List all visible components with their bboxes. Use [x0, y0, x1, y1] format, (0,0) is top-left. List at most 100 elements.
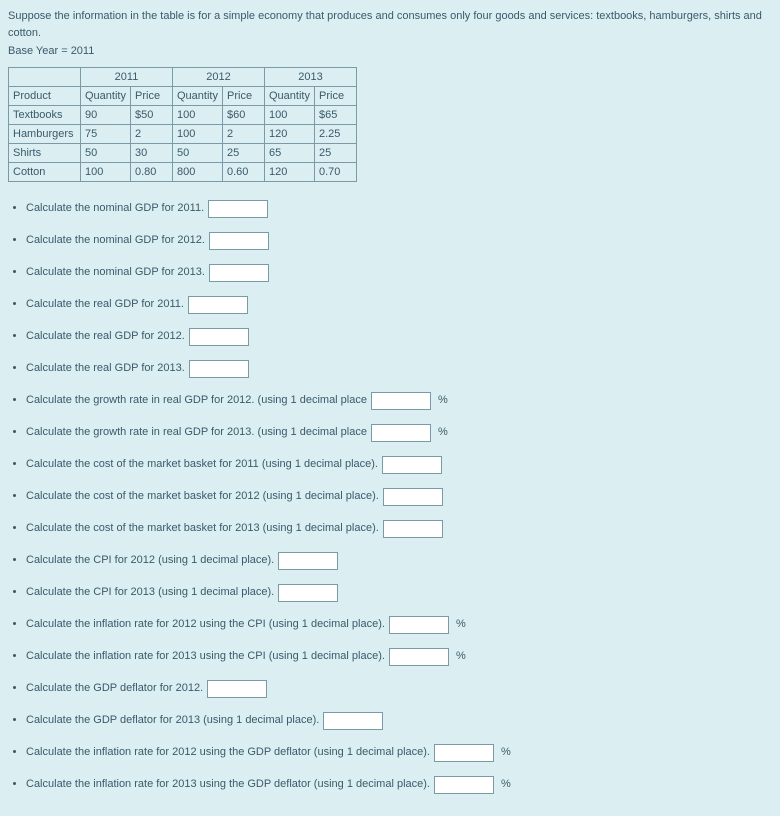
- question-text: Calculate the inflation rate for 2013 us…: [26, 649, 385, 664]
- answer-input[interactable]: [389, 648, 449, 666]
- question-text: Calculate the growth rate in real GDP fo…: [26, 393, 367, 408]
- table-row: Hamburgers 75 2 100 2 120 2.25: [9, 125, 357, 144]
- year-2011: 2011: [81, 68, 173, 87]
- question-item: Calculate the inflation rate for 2012 us…: [26, 616, 772, 634]
- question-text: Calculate the cost of the market basket …: [26, 457, 378, 472]
- col-price: Price: [223, 87, 265, 106]
- question-text: Calculate the nominal GDP for 2012.: [26, 233, 205, 248]
- answer-input[interactable]: [278, 584, 338, 602]
- question-text: Calculate the inflation rate for 2013 us…: [26, 777, 430, 792]
- year-2013: 2013: [265, 68, 357, 87]
- cell: 120: [265, 163, 315, 182]
- question-item: Calculate the CPI for 2012 (using 1 deci…: [26, 552, 772, 570]
- cell: 65: [265, 144, 315, 163]
- answer-input[interactable]: [207, 680, 267, 698]
- question-text: Calculate the nominal GDP for 2013.: [26, 265, 205, 280]
- cell: 25: [223, 144, 265, 163]
- cell: 25: [315, 144, 357, 163]
- cell: 0.80: [131, 163, 173, 182]
- question-text: Calculate the inflation rate for 2012 us…: [26, 617, 385, 632]
- cell: $65: [315, 106, 357, 125]
- question-text: Calculate the inflation rate for 2012 us…: [26, 745, 430, 760]
- answer-input[interactable]: [208, 200, 268, 218]
- question-text: Calculate the real GDP for 2012.: [26, 329, 185, 344]
- cell: 120: [265, 125, 315, 144]
- cell: 100: [173, 125, 223, 144]
- question-item: Calculate the real GDP for 2011.: [26, 296, 772, 314]
- cell: 50: [81, 144, 131, 163]
- cell: Textbooks: [9, 106, 81, 125]
- question-item: Calculate the growth rate in real GDP fo…: [26, 392, 772, 410]
- question-text: Calculate the cost of the market basket …: [26, 489, 379, 504]
- question-text: Calculate the growth rate in real GDP fo…: [26, 425, 367, 440]
- question-item: Calculate the GDP deflator for 2012.: [26, 680, 772, 698]
- question-text: Calculate the real GDP for 2013.: [26, 361, 185, 376]
- question-item: Calculate the nominal GDP for 2011.: [26, 200, 772, 218]
- cell: 0.70: [315, 163, 357, 182]
- question-text: Calculate the cost of the market basket …: [26, 521, 379, 536]
- cell: 90: [81, 106, 131, 125]
- question-item: Calculate the growth rate in real GDP fo…: [26, 424, 772, 442]
- cell: 50: [173, 144, 223, 163]
- col-qty: Quantity: [265, 87, 315, 106]
- answer-input[interactable]: [189, 360, 249, 378]
- question-item: Calculate the CPI for 2013 (using 1 deci…: [26, 584, 772, 602]
- question-text: Calculate the real GDP for 2011.: [26, 297, 184, 312]
- question-item: Calculate the inflation rate for 2013 us…: [26, 648, 772, 666]
- col-qty: Quantity: [81, 87, 131, 106]
- answer-input[interactable]: [189, 328, 249, 346]
- question-item: Calculate the real GDP for 2012.: [26, 328, 772, 346]
- cell: 2: [223, 125, 265, 144]
- suffix-label: %: [438, 393, 448, 408]
- answer-input[interactable]: [209, 264, 269, 282]
- suffix-label: %: [501, 777, 511, 792]
- question-item: Calculate the cost of the market basket …: [26, 456, 772, 474]
- answer-input[interactable]: [323, 712, 383, 730]
- cell: Shirts: [9, 144, 81, 163]
- table-row: Textbooks 90 $50 100 $60 100 $65: [9, 106, 357, 125]
- cell: 30: [131, 144, 173, 163]
- table-subheader-row: Product Quantity Price Quantity Price Qu…: [9, 87, 357, 106]
- question-text: Calculate the nominal GDP for 2011.: [26, 201, 204, 216]
- table-year-row: 2011 2012 2013: [9, 68, 357, 87]
- answer-input[interactable]: [434, 776, 494, 794]
- question-item: Calculate the real GDP for 2013.: [26, 360, 772, 378]
- answer-input[interactable]: [383, 520, 443, 538]
- answer-input[interactable]: [371, 424, 431, 442]
- answer-input[interactable]: [209, 232, 269, 250]
- answer-input[interactable]: [188, 296, 248, 314]
- cell: $50: [131, 106, 173, 125]
- answer-input[interactable]: [383, 488, 443, 506]
- col-qty: Quantity: [173, 87, 223, 106]
- cell: 0.60: [223, 163, 265, 182]
- question-list: Calculate the nominal GDP for 2011. Calcu…: [8, 200, 772, 794]
- cell: 2.25: [315, 125, 357, 144]
- answer-input[interactable]: [278, 552, 338, 570]
- col-price: Price: [131, 87, 173, 106]
- question-text: Calculate the CPI for 2012 (using 1 deci…: [26, 553, 274, 568]
- question-item: Calculate the inflation rate for 2013 us…: [26, 776, 772, 794]
- answer-input[interactable]: [389, 616, 449, 634]
- cell: Cotton: [9, 163, 81, 182]
- answer-input[interactable]: [434, 744, 494, 762]
- suffix-label: %: [438, 425, 448, 440]
- question-item: Calculate the nominal GDP for 2013.: [26, 264, 772, 282]
- answer-input[interactable]: [382, 456, 442, 474]
- cell: Hamburgers: [9, 125, 81, 144]
- cell: $60: [223, 106, 265, 125]
- cell: 75: [81, 125, 131, 144]
- question-item: Calculate the nominal GDP for 2012.: [26, 232, 772, 250]
- cell: 100: [173, 106, 223, 125]
- question-text: Calculate the GDP deflator for 2013 (usi…: [26, 713, 319, 728]
- cell: 800: [173, 163, 223, 182]
- cell: 100: [81, 163, 131, 182]
- cell: 100: [265, 106, 315, 125]
- question-item: Calculate the cost of the market basket …: [26, 520, 772, 538]
- question-item: Calculate the GDP deflator for 2013 (usi…: [26, 712, 772, 730]
- answer-input[interactable]: [371, 392, 431, 410]
- question-item: Calculate the cost of the market basket …: [26, 488, 772, 506]
- table-row: Cotton 100 0.80 800 0.60 120 0.70: [9, 163, 357, 182]
- base-year-text: Base Year = 2011: [8, 45, 772, 57]
- table-row: Shirts 50 30 50 25 65 25: [9, 144, 357, 163]
- col-product: Product: [9, 87, 81, 106]
